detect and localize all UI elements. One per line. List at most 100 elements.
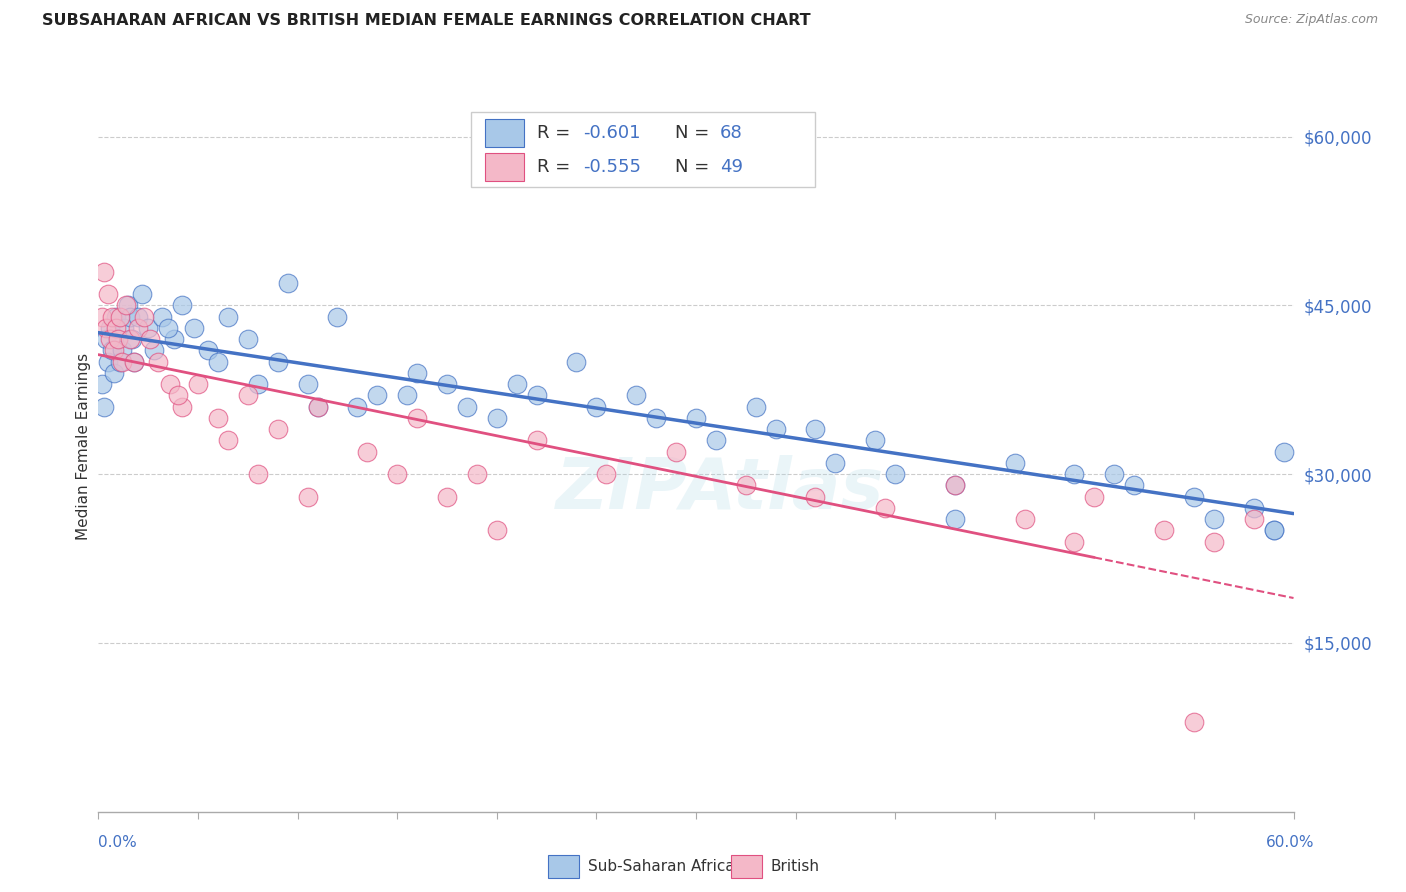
Point xyxy=(101,310,124,324)
Y-axis label: Median Female Earnings: Median Female Earnings xyxy=(76,352,91,540)
Point xyxy=(110,354,132,368)
Point xyxy=(96,332,118,346)
Point xyxy=(307,400,329,414)
Point xyxy=(1243,500,1265,515)
Point xyxy=(745,400,768,414)
Point xyxy=(172,298,194,312)
Point xyxy=(645,410,668,425)
Point xyxy=(626,388,648,402)
Point xyxy=(120,332,142,346)
Text: SUBSAHARAN AFRICAN VS BRITISH MEDIAN FEMALE EARNINGS CORRELATION CHART: SUBSAHARAN AFRICAN VS BRITISH MEDIAN FEM… xyxy=(42,13,811,29)
Point xyxy=(346,400,368,414)
Point xyxy=(1243,512,1265,526)
Point xyxy=(112,321,135,335)
Point xyxy=(704,434,727,448)
Point xyxy=(150,310,173,324)
Point xyxy=(1063,467,1085,482)
Point xyxy=(167,388,190,402)
Point xyxy=(1123,478,1146,492)
Point xyxy=(1263,524,1285,538)
Text: R =: R = xyxy=(537,158,576,176)
Point xyxy=(1182,490,1205,504)
Point xyxy=(884,467,907,482)
Point xyxy=(465,467,488,482)
Point xyxy=(485,524,508,538)
Point xyxy=(124,354,146,368)
Point xyxy=(148,354,170,368)
Point xyxy=(207,410,229,425)
Point xyxy=(307,400,329,414)
Text: -0.555: -0.555 xyxy=(583,158,641,176)
Point xyxy=(943,478,966,492)
Point xyxy=(187,377,209,392)
Point xyxy=(207,354,229,368)
Point xyxy=(267,354,290,368)
Point xyxy=(246,467,269,482)
Point xyxy=(110,310,132,324)
Text: 60.0%: 60.0% xyxy=(1267,836,1315,850)
Point xyxy=(1083,490,1105,504)
Point xyxy=(406,366,429,380)
Point xyxy=(134,310,156,324)
Text: British: British xyxy=(770,859,820,873)
Text: Source: ZipAtlas.com: Source: ZipAtlas.com xyxy=(1244,13,1378,27)
Point xyxy=(111,354,134,368)
Point xyxy=(875,500,897,515)
Point xyxy=(1153,524,1175,538)
Point xyxy=(157,321,180,335)
Point xyxy=(103,366,125,380)
Point xyxy=(665,444,688,458)
Point xyxy=(120,310,142,324)
Point xyxy=(159,377,181,392)
Point xyxy=(91,310,114,324)
Point xyxy=(297,490,319,504)
Point xyxy=(595,467,617,482)
Point xyxy=(183,321,205,335)
Text: R =: R = xyxy=(537,124,576,142)
Point xyxy=(565,354,588,368)
Point xyxy=(267,422,290,436)
Text: N =: N = xyxy=(675,158,714,176)
Point xyxy=(297,377,319,392)
Text: 49: 49 xyxy=(720,158,742,176)
Point xyxy=(456,400,478,414)
Point xyxy=(163,332,186,346)
Point xyxy=(1202,534,1225,549)
Point xyxy=(526,434,548,448)
Point xyxy=(197,343,219,358)
Point xyxy=(1063,534,1085,549)
Point xyxy=(765,422,787,436)
Point xyxy=(943,512,966,526)
Point xyxy=(236,388,259,402)
Text: 68: 68 xyxy=(720,124,742,142)
Text: ZIPAtlas: ZIPAtlas xyxy=(555,456,884,524)
Text: N =: N = xyxy=(675,124,714,142)
Point xyxy=(1263,524,1285,538)
Point xyxy=(111,343,134,358)
Point xyxy=(685,410,707,425)
Point xyxy=(804,490,827,504)
Point xyxy=(117,298,139,312)
Point xyxy=(943,478,966,492)
Point xyxy=(139,332,162,346)
Point xyxy=(143,343,166,358)
Point xyxy=(103,343,125,358)
Point xyxy=(131,287,153,301)
Point xyxy=(93,264,115,278)
Point xyxy=(277,276,299,290)
Point xyxy=(121,332,143,346)
Point xyxy=(136,321,159,335)
Point xyxy=(101,343,124,358)
Point xyxy=(1014,512,1036,526)
Point xyxy=(1272,444,1295,458)
Text: Sub-Saharan Africans: Sub-Saharan Africans xyxy=(588,859,752,873)
Point xyxy=(107,332,129,346)
Point xyxy=(105,321,128,335)
Point xyxy=(1202,512,1225,526)
Point xyxy=(1004,456,1026,470)
Point xyxy=(1102,467,1125,482)
Point xyxy=(97,287,120,301)
Point xyxy=(97,354,120,368)
Point xyxy=(436,377,458,392)
Point xyxy=(1182,714,1205,729)
